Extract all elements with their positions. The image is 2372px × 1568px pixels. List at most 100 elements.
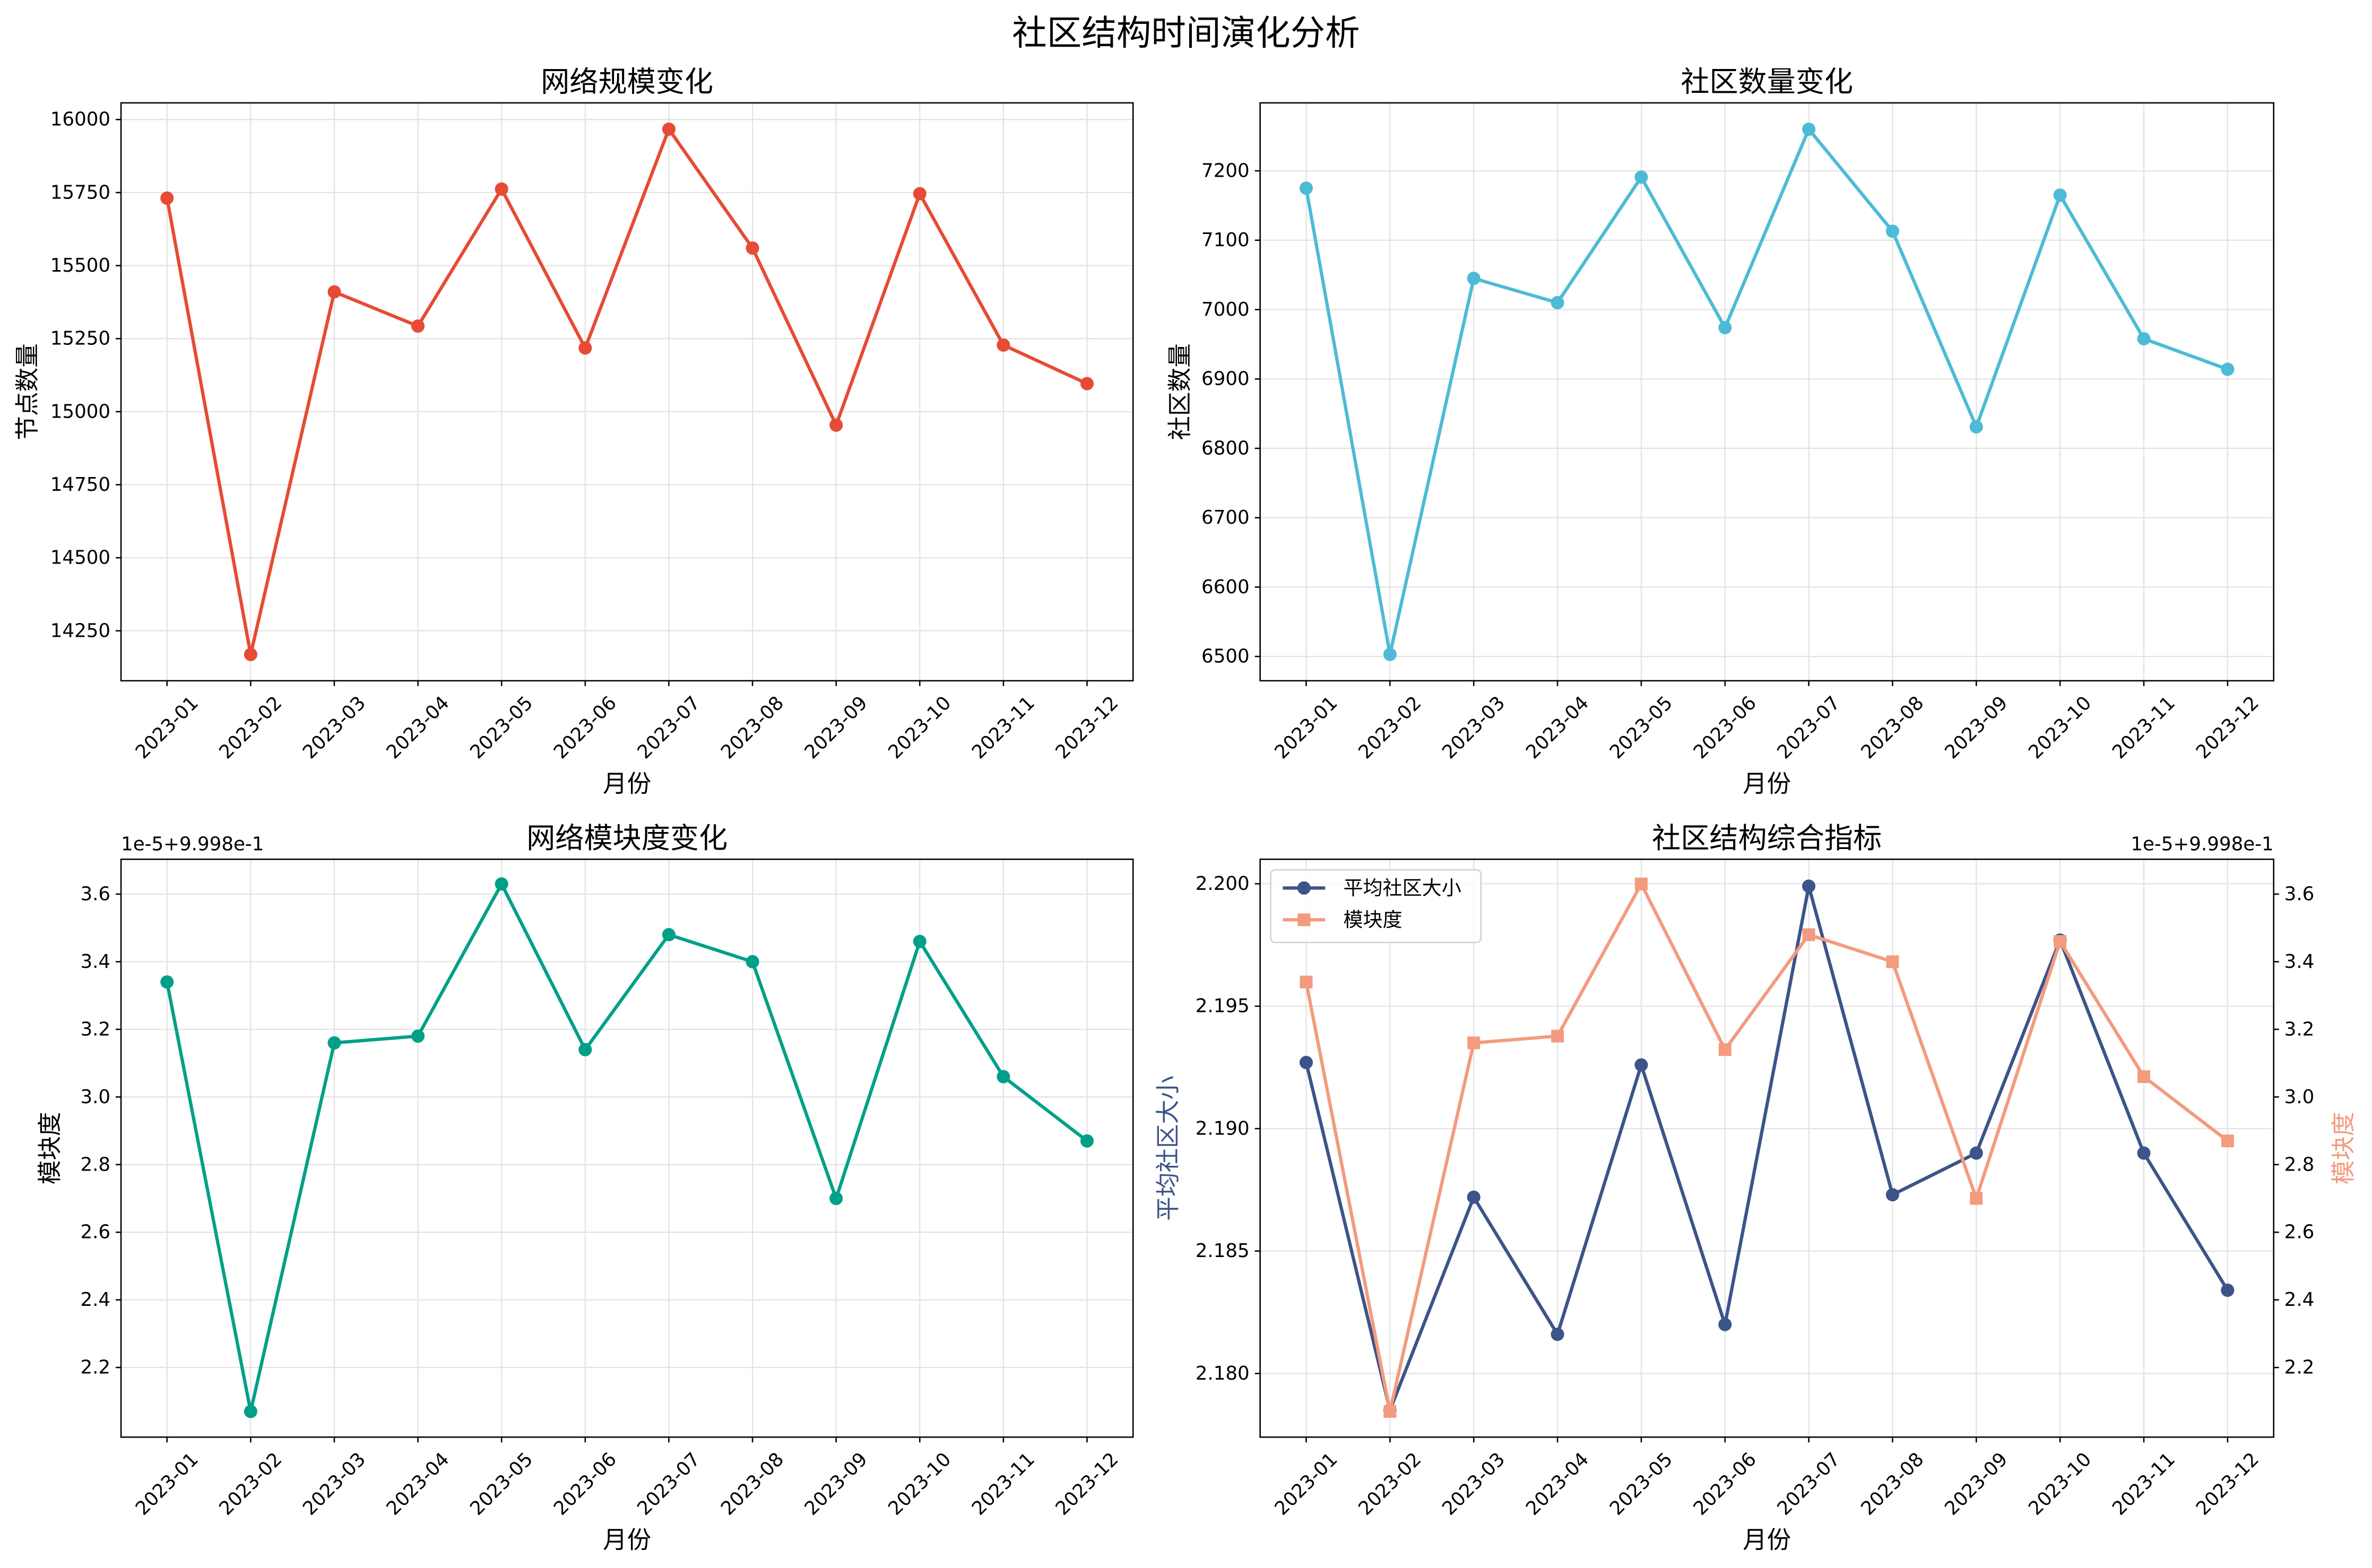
y-tick-label: 15000 [50, 401, 110, 422]
data-point [1634, 170, 1648, 184]
series-line [1304, 884, 2230, 1412]
grid [121, 102, 1133, 681]
y-axis-label: 平均社区大小 [1154, 1076, 1182, 1221]
data-point [327, 285, 341, 299]
y-tick-label: 2.2 [80, 1357, 110, 1379]
y-tick-label: 7200 [1201, 160, 1250, 181]
legend-label: 平均社区大小 [1343, 877, 1461, 899]
data-point [1467, 1036, 1481, 1050]
y-tick-label: 15250 [50, 328, 110, 350]
y-axis-label: 社区数量 [1166, 343, 1194, 440]
y-tick-label: 6800 [1201, 437, 1250, 459]
plot-frame [120, 102, 1134, 682]
y2-tick-label: 2.6 [2284, 1222, 2315, 1243]
data-point [746, 241, 759, 255]
series-line [1304, 882, 2230, 1414]
x-axis-label: 月份 [1743, 769, 1791, 798]
data-point [2221, 362, 2235, 376]
series-1 [1299, 123, 2235, 661]
data-point [1969, 420, 1983, 434]
chart-title: 社区结构综合指标 [1652, 821, 1882, 855]
data-point [2137, 1146, 2151, 1160]
data-point [411, 1029, 425, 1043]
data-point [1885, 224, 1900, 238]
data-point [1383, 1405, 1397, 1418]
data-point [2054, 935, 2067, 948]
x-axis-label: 月份 [603, 769, 651, 798]
series-1 [160, 122, 1094, 661]
y2-tick-label: 3.6 [2284, 883, 2315, 905]
y-tick-label: 14750 [50, 474, 110, 496]
data-point [1885, 1188, 1900, 1202]
y2-tick-label: 2.4 [2284, 1289, 2315, 1311]
y-tick-label: 6600 [1201, 576, 1250, 598]
y2-tick-label: 2.8 [2284, 1154, 2315, 1175]
y-tick-label: 6900 [1201, 368, 1250, 390]
y-tick-label: 15750 [50, 181, 110, 203]
x-axis-label: 月份 [1743, 1526, 1791, 1554]
plot-frame [120, 859, 1134, 1438]
chart-title: 社区数量变化 [1681, 65, 1853, 98]
data-point [746, 955, 759, 968]
data-point [1551, 1328, 1564, 1341]
data-point [2137, 332, 2151, 345]
data-point [495, 182, 508, 196]
data-point [913, 187, 927, 201]
data-point [1802, 879, 1816, 893]
y-tick-label: 3.4 [80, 951, 110, 973]
data-point [1718, 1043, 1732, 1056]
data-point [1467, 1190, 1481, 1204]
series-2 [1300, 877, 2234, 1418]
y-tick-label: 6700 [1201, 507, 1250, 529]
data-point [2053, 188, 2067, 202]
data-point [1080, 1134, 1094, 1148]
y-tick-label: 7100 [1201, 229, 1250, 251]
data-point [829, 1191, 843, 1206]
data-point [160, 191, 174, 205]
y-tick-label: 7000 [1201, 299, 1250, 320]
y-tick-label: 14500 [50, 547, 110, 569]
data-point [1080, 377, 1094, 391]
plot-frame [1259, 859, 2274, 1438]
data-point [997, 338, 1010, 352]
data-point [495, 877, 508, 891]
data-point [2221, 1134, 2234, 1148]
series-line [165, 127, 1089, 656]
chart-title: 网络规模变化 [541, 65, 713, 98]
data-point [2137, 1070, 2151, 1084]
data-point [1299, 1055, 1313, 1069]
data-point [913, 934, 927, 948]
y2-tick-label: 3.0 [2284, 1086, 2315, 1108]
y2-tick-label: 3.4 [2284, 951, 2315, 973]
y-tick-label: 2.190 [1196, 1117, 1250, 1139]
y-tick-label: 6500 [1201, 646, 1250, 668]
data-point [244, 1405, 257, 1418]
data-point [1551, 296, 1564, 309]
y-axis-label: 节点数量 [13, 343, 41, 440]
legend-label: 模块度 [1343, 908, 1402, 931]
data-point [1551, 1029, 1564, 1043]
data-point [662, 122, 676, 136]
y2-axis-label: 模块度 [2329, 1112, 2357, 1184]
data-point [244, 647, 257, 661]
data-point [578, 1043, 592, 1056]
data-point [829, 418, 843, 432]
data-point [1634, 1058, 1648, 1072]
data-point [1300, 975, 1313, 989]
y-tick-label: 16000 [50, 109, 110, 131]
data-point [2221, 1283, 2235, 1297]
data-point [1299, 181, 1313, 195]
data-point [1718, 320, 1732, 335]
y-tick-label: 14250 [50, 620, 110, 642]
y2-axis-offset-text: 1e-5+9.998e-1 [2131, 833, 2273, 855]
y-tick-label: 3.6 [80, 883, 110, 905]
grid [1260, 102, 2274, 681]
data-point [411, 319, 425, 333]
plot-frame [1259, 102, 2274, 682]
series-line [1304, 127, 2230, 656]
data-point [662, 928, 676, 941]
figure-title: 社区结构时间演化分析 [1012, 13, 1360, 54]
